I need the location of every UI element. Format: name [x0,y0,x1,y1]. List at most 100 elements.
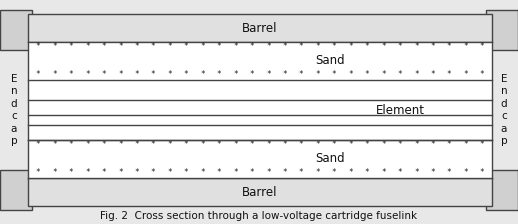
Text: *: * [217,71,221,80]
Text: *: * [134,168,139,177]
Text: *: * [315,43,320,52]
Text: *: * [266,43,270,52]
Text: *: * [414,71,419,80]
Text: *: * [102,168,106,177]
Text: *: * [430,71,435,80]
Text: *: * [250,140,254,149]
Text: *: * [332,140,336,149]
Text: *: * [102,140,106,149]
Bar [0,10,32,50]
Text: *: * [414,168,419,177]
Text: *: * [68,43,73,52]
Text: *: * [118,168,123,177]
Text: *: * [480,168,484,177]
Text: E
n
d
c
a
p: E n d c a p [11,74,17,146]
Text: *: * [480,43,484,52]
Text: *: * [381,140,385,149]
Text: *: * [414,43,419,52]
Text: Element: Element [376,103,424,116]
Text: *: * [282,71,287,80]
Text: *: * [463,168,468,177]
Text: *: * [134,140,139,149]
Text: *: * [315,168,320,177]
Text: *: * [430,43,435,52]
Text: *: * [200,43,205,52]
Text: *: * [52,43,57,52]
Text: *: * [397,43,402,52]
Text: *: * [68,168,73,177]
Text: *: * [36,71,40,80]
Bar [28,14,492,42]
Text: *: * [447,43,451,52]
Text: *: * [233,43,238,52]
Text: Barrel: Barrel [242,22,278,34]
Text: *: * [36,168,40,177]
Text: *: * [151,140,155,149]
Text: *: * [233,140,238,149]
Text: *: * [365,140,369,149]
Text: *: * [397,140,402,149]
Text: *: * [315,140,320,149]
Text: *: * [447,168,451,177]
Text: Sand: Sand [315,54,345,67]
Text: *: * [184,43,189,52]
Text: *: * [68,140,73,149]
Text: *: * [299,168,304,177]
Text: *: * [184,140,189,149]
Text: *: * [151,168,155,177]
Text: *: * [118,140,123,149]
Text: *: * [151,71,155,80]
Text: *: * [397,168,402,177]
Text: *: * [463,43,468,52]
Text: *: * [299,43,304,52]
Text: *: * [282,43,287,52]
Text: *: * [348,71,353,80]
Text: *: * [348,43,353,52]
Text: *: * [52,71,57,80]
Text: *: * [332,43,336,52]
Text: *: * [68,71,73,80]
Text: *: * [480,140,484,149]
Text: *: * [430,168,435,177]
Text: *: * [217,43,221,52]
Text: Fig. 2  Cross section through a low-voltage cartridge fuselink: Fig. 2 Cross section through a low-volta… [100,211,418,221]
Text: *: * [430,140,435,149]
Text: Barrel: Barrel [242,185,278,198]
Text: *: * [233,71,238,80]
Text: *: * [480,71,484,80]
Text: *: * [134,43,139,52]
Bar [486,170,518,210]
Text: *: * [217,168,221,177]
Text: *: * [299,71,304,80]
Text: *: * [463,71,468,80]
Text: *: * [332,71,336,80]
Text: *: * [200,140,205,149]
Text: *: * [266,168,270,177]
Text: *: * [118,43,123,52]
Text: *: * [36,43,40,52]
Text: *: * [381,168,385,177]
Text: *: * [463,140,468,149]
Text: *: * [250,71,254,80]
Text: *: * [85,71,90,80]
Text: *: * [118,71,123,80]
Text: *: * [184,71,189,80]
Text: *: * [85,168,90,177]
Text: *: * [282,168,287,177]
Text: *: * [447,71,451,80]
Bar [0,170,32,210]
Text: *: * [85,43,90,52]
Text: *: * [332,168,336,177]
Text: *: * [315,71,320,80]
Text: *: * [184,168,189,177]
Text: *: * [200,71,205,80]
Bar [486,10,518,50]
Text: *: * [85,140,90,149]
Text: *: * [167,140,172,149]
Text: *: * [52,168,57,177]
Text: *: * [151,43,155,52]
Text: *: * [250,43,254,52]
Text: *: * [397,71,402,80]
Text: *: * [102,71,106,80]
Text: *: * [102,43,106,52]
